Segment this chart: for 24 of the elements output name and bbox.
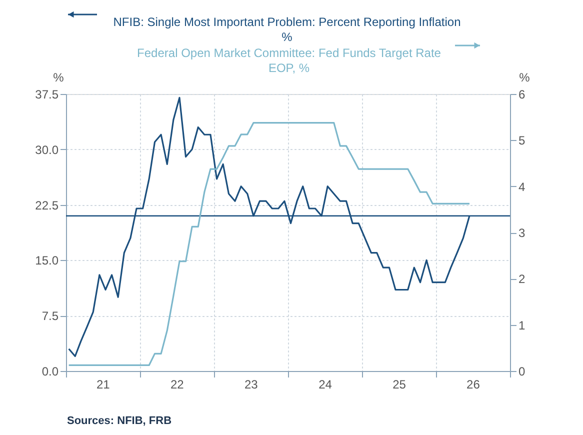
legend-label: NFIB: Single Most Important Problem: Percent Reporting Inflation %	[113, 15, 461, 44]
y-tick-label: 30.0	[35, 142, 59, 157]
y-tick-label: 37.5	[35, 88, 59, 102]
y2-tick-label: 3	[518, 226, 526, 240]
text: Federal Open Market Committee: Fed Funds Target Rate EOP, %	[137, 46, 442, 75]
y2-tick-label: 5	[518, 134, 526, 148]
y2-tick-label: 4	[518, 180, 526, 194]
y-tick-label: 15.0	[35, 254, 59, 268]
y-tick-label: 22.5	[35, 198, 59, 212]
y2-tick-label: 1	[518, 318, 526, 332]
y-tick-label: 7.5	[42, 309, 59, 324]
x-tick-label: 26	[466, 378, 480, 392]
y-tick-label: 0.0	[42, 364, 59, 378]
source-note: Sources: NFIB, FRB	[67, 415, 172, 427]
x-tick-label: 24	[318, 378, 332, 392]
y-axis-title: %	[53, 70, 64, 84]
x-tick-label: 23	[244, 378, 258, 392]
y2-axis-title: %	[519, 70, 530, 84]
y2-tick-label: 6	[518, 88, 526, 102]
y2-tick-label: 2	[518, 272, 526, 286]
x-tick-label: 21	[96, 378, 110, 392]
x-tick-label: 25	[392, 378, 406, 392]
x-tick-label: 22	[170, 378, 184, 392]
y2-tick-label: 0	[518, 364, 526, 378]
